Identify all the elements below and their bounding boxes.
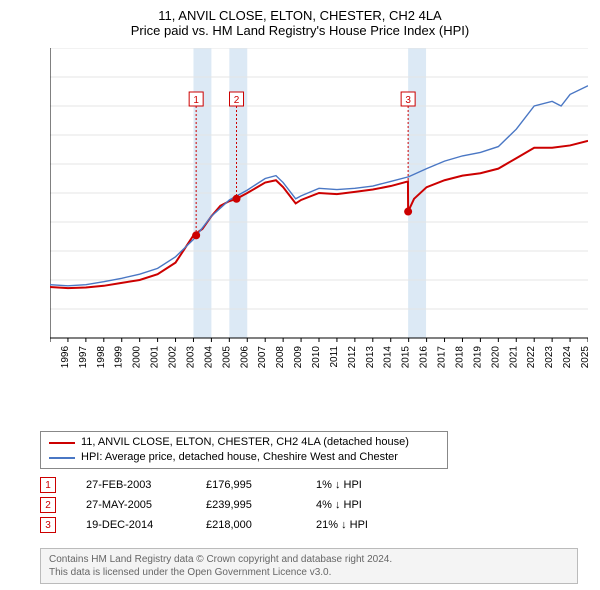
legend-row: 11, ANVIL CLOSE, ELTON, CHESTER, CH2 4LA… (49, 435, 439, 450)
svg-text:2005: 2005 (221, 346, 232, 369)
svg-text:2015: 2015 (401, 346, 412, 369)
svg-text:2012: 2012 (347, 346, 358, 369)
sale-date: 27-MAY-2005 (86, 499, 206, 511)
svg-text:2009: 2009 (293, 346, 304, 369)
title-address: 11, ANVIL CLOSE, ELTON, CHESTER, CH2 4LA (10, 8, 590, 23)
svg-text:1996: 1996 (60, 346, 71, 369)
svg-text:2025: 2025 (580, 346, 588, 369)
svg-text:2024: 2024 (562, 346, 573, 369)
sale-price: £239,995 (206, 499, 316, 511)
svg-text:2000: 2000 (132, 346, 143, 369)
svg-text:2018: 2018 (454, 346, 465, 369)
legend-swatch (49, 442, 75, 444)
svg-text:2001: 2001 (150, 346, 161, 369)
svg-text:2014: 2014 (383, 346, 394, 369)
sale-price: £176,995 (206, 479, 316, 491)
sale-price: £218,000 (206, 519, 316, 531)
sale-marker: 3 (40, 517, 56, 533)
svg-text:1995: 1995 (50, 346, 53, 369)
svg-text:2022: 2022 (526, 346, 537, 369)
sale-date: 19-DEC-2014 (86, 519, 206, 531)
footer-line: This data is licensed under the Open Gov… (49, 566, 569, 579)
sale-row: 2 27-MAY-2005 £239,995 4% ↓ HPI (40, 495, 560, 515)
title-subtitle: Price paid vs. HM Land Registry's House … (10, 23, 590, 38)
svg-text:2016: 2016 (419, 346, 430, 369)
svg-text:1: 1 (193, 95, 199, 106)
svg-text:2002: 2002 (168, 346, 179, 369)
sale-delta: 4% ↓ HPI (316, 499, 436, 511)
svg-text:1998: 1998 (96, 346, 107, 369)
svg-text:2023: 2023 (544, 346, 555, 369)
svg-text:1997: 1997 (78, 346, 89, 369)
sale-date: 27-FEB-2003 (86, 479, 206, 491)
svg-text:2011: 2011 (329, 346, 340, 368)
legend-label: HPI: Average price, detached house, Ches… (81, 450, 398, 465)
price-chart: £0£50K£100K£150K£200K£250K£300K£350K£400… (50, 48, 588, 388)
sale-row: 1 27-FEB-2003 £176,995 1% ↓ HPI (40, 475, 560, 495)
svg-text:2004: 2004 (203, 346, 214, 369)
svg-text:2008: 2008 (275, 346, 286, 369)
svg-text:2: 2 (234, 95, 240, 106)
sale-delta: 21% ↓ HPI (316, 519, 436, 531)
svg-text:2003: 2003 (185, 346, 196, 369)
footer-line: Contains HM Land Registry data © Crown c… (49, 553, 569, 566)
svg-text:2017: 2017 (437, 346, 448, 369)
svg-text:2013: 2013 (365, 346, 376, 369)
legend-row: HPI: Average price, detached house, Ches… (49, 450, 439, 465)
svg-text:2021: 2021 (508, 346, 519, 369)
svg-text:2010: 2010 (311, 346, 322, 369)
sale-delta: 1% ↓ HPI (316, 479, 436, 491)
svg-text:1999: 1999 (114, 346, 125, 369)
svg-text:2006: 2006 (239, 346, 250, 369)
sale-marker: 1 (40, 477, 56, 493)
svg-text:2019: 2019 (472, 346, 483, 369)
attribution-footer: Contains HM Land Registry data © Crown c… (40, 548, 578, 584)
sales-table: 1 27-FEB-2003 £176,995 1% ↓ HPI 2 27-MAY… (40, 475, 560, 535)
svg-text:2007: 2007 (257, 346, 268, 369)
svg-text:2020: 2020 (490, 346, 501, 369)
legend-label: 11, ANVIL CLOSE, ELTON, CHESTER, CH2 4LA… (81, 435, 409, 450)
title-block: 11, ANVIL CLOSE, ELTON, CHESTER, CH2 4LA… (0, 0, 600, 40)
sale-row: 3 19-DEC-2014 £218,000 21% ↓ HPI (40, 515, 560, 535)
legend: 11, ANVIL CLOSE, ELTON, CHESTER, CH2 4LA… (40, 431, 448, 469)
svg-text:3: 3 (405, 95, 411, 106)
legend-swatch (49, 457, 75, 459)
sale-marker: 2 (40, 497, 56, 513)
